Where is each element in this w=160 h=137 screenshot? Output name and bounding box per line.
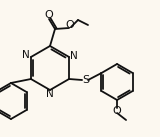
Text: N: N — [46, 89, 54, 99]
Text: O: O — [45, 11, 53, 21]
Text: N: N — [22, 51, 30, 61]
Text: N: N — [70, 51, 77, 61]
Text: S: S — [83, 75, 90, 85]
Text: O: O — [66, 19, 74, 29]
Text: O: O — [113, 106, 121, 116]
